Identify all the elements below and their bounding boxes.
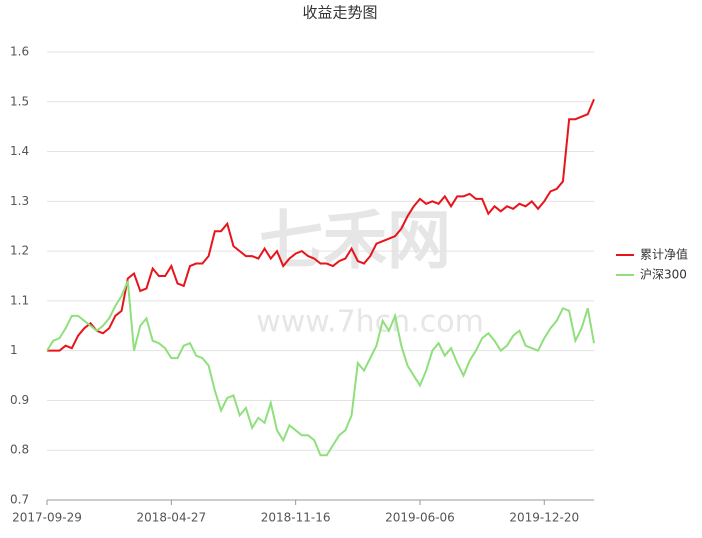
legend-label: 沪深300 <box>640 268 687 282</box>
watermark: www.7hcn.com <box>256 305 484 340</box>
y-tick-label: 1.3 <box>10 194 29 208</box>
chart-title: 收益走势图 <box>302 4 377 22</box>
x-tick-label: 2018-04-27 <box>136 511 206 525</box>
x-tick-label: 2019-12-20 <box>509 511 579 525</box>
series-line <box>47 98 595 352</box>
x-tick-label: 2018-11-16 <box>261 511 331 525</box>
y-tick-label: 1 <box>10 343 18 357</box>
y-tick-label: 1.4 <box>10 144 29 158</box>
y-tick-label: 1.1 <box>10 293 29 307</box>
x-tick-label: 2019-06-06 <box>385 511 455 525</box>
legend-label: 累计净值 <box>640 247 688 262</box>
watermark: 七禾网 <box>259 205 451 279</box>
series-line <box>46 280 595 457</box>
y-tick-label: 0.8 <box>10 443 29 457</box>
y-tick-label: 0.9 <box>10 393 29 407</box>
y-tick-label: 1.5 <box>10 94 29 108</box>
y-tick-label: 1.2 <box>10 244 29 258</box>
y-tick-label: 0.7 <box>10 493 29 507</box>
y-tick-label: 1.6 <box>10 45 29 59</box>
x-tick-label: 2017-09-29 <box>12 511 82 525</box>
